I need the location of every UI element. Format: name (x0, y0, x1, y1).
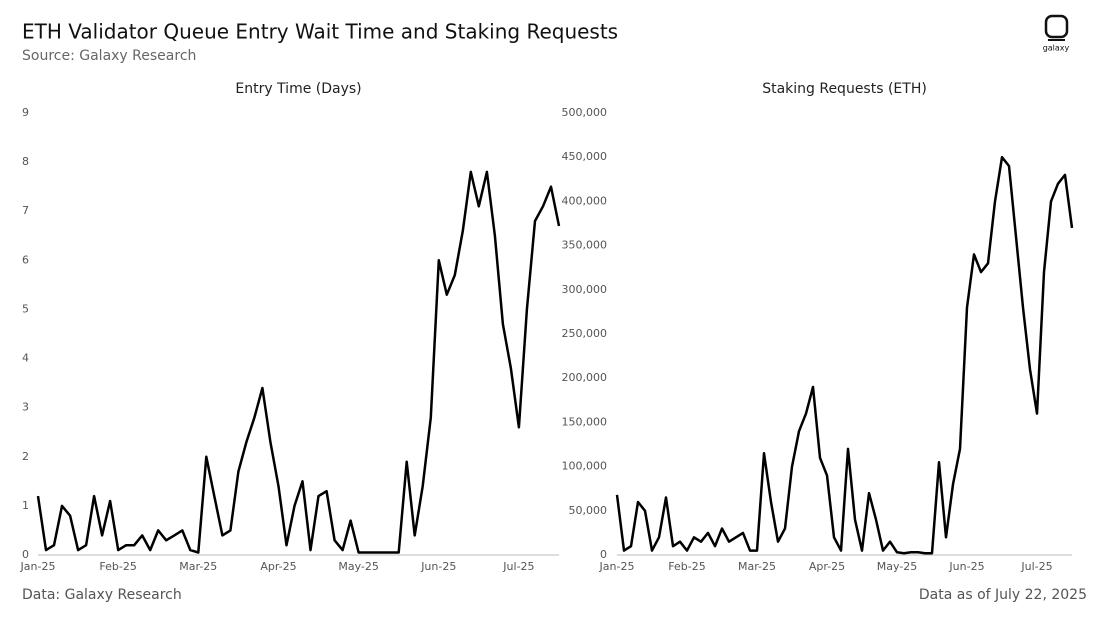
x-tick-label: Feb-25 (668, 560, 705, 573)
x-tick-label: May-25 (338, 560, 379, 573)
x-tick-label: Jul-25 (1020, 560, 1052, 573)
y-tick-label: 9 (22, 106, 29, 119)
logo-icon (1044, 14, 1069, 39)
line-series (36, 170, 561, 554)
y-tick-label: 0 (22, 548, 29, 561)
source: Source: Galaxy Research (22, 48, 196, 64)
x-tick-label: Jun-25 (420, 560, 456, 573)
y-tick-label: 3 (22, 401, 29, 414)
y-tick-label: 300,000 (562, 283, 608, 296)
y-tick-label: 6 (22, 253, 29, 266)
x-tick-label: Apr-25 (260, 560, 296, 573)
y-tick-label: 1 (22, 499, 29, 512)
x-tick-label: Apr-25 (809, 560, 845, 573)
y-tick-label: 7 (22, 204, 29, 217)
y-tick-label: 50,000 (569, 504, 608, 517)
y-tick-label: 450,000 (562, 150, 608, 163)
chart-subtitle: Entry Time (Days) (235, 81, 361, 97)
y-tick-label: 8 (22, 155, 29, 168)
x-tick-label: May-25 (877, 560, 918, 573)
chart-subtitle: Staking Requests (ETH) (762, 81, 927, 97)
y-tick-label: 100,000 (562, 460, 608, 473)
x-tick-label: Jun-25 (948, 560, 984, 573)
x-tick-label: Jan-25 (20, 560, 56, 573)
logo-text: galaxy (1043, 44, 1070, 53)
y-tick-label: 4 (22, 352, 29, 365)
x-tick-label: Feb-25 (99, 560, 136, 573)
footer-left: Data: Galaxy Research (22, 587, 182, 603)
y-tick-label: 150,000 (562, 415, 608, 428)
x-tick-label: Mar-25 (179, 560, 217, 573)
title: ETH Validator Queue Entry Wait Time and … (22, 20, 618, 44)
y-tick-label: 350,000 (562, 239, 608, 252)
y-tick-label: 2 (22, 450, 29, 463)
footer-right: Data as of July 22, 2025 (919, 587, 1087, 603)
y-tick-label: 5 (22, 302, 29, 315)
y-tick-label: 500,000 (562, 106, 608, 119)
y-tick-label: 200,000 (562, 371, 608, 384)
line-series (615, 155, 1074, 555)
y-tick-label: 250,000 (562, 327, 608, 340)
y-tick-label: 400,000 (562, 194, 608, 207)
x-tick-label: Jan-25 (599, 560, 635, 573)
y-tick-label: 0 (600, 548, 607, 561)
x-tick-label: Jul-25 (502, 560, 534, 573)
x-tick-label: Mar-25 (738, 560, 776, 573)
